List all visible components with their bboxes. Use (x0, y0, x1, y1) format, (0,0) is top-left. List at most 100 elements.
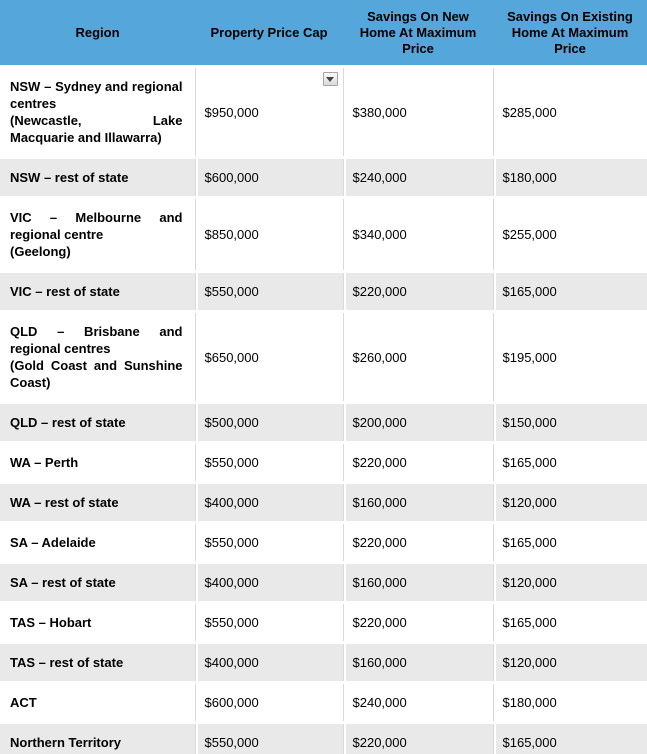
header-row: Region Property Price Cap Savings On New… (0, 0, 647, 67)
price-cap-cell: $400,000 (194, 481, 343, 523)
price-cap-cell: $400,000 (194, 561, 343, 603)
savings-new-value: $160,000 (352, 495, 407, 510)
column-header-region: Region (0, 0, 195, 67)
region-cell: NSW – rest of state (0, 156, 195, 198)
region-cell: WA – rest of state (0, 481, 195, 523)
region-label: VIC – rest of state (10, 284, 120, 299)
savings-existing-cell: $165,000 (492, 601, 647, 643)
region-cell: VIC – Melbourne and regional centre (Gee… (0, 196, 195, 272)
region-label: ACT (10, 695, 37, 710)
column-header-savings-existing: Savings On Existing Home At Maximum Pric… (493, 0, 647, 67)
savings-new-cell: $220,000 (342, 521, 493, 563)
savings-existing-value: $120,000 (502, 495, 557, 510)
price-cap-value: $550,000 (204, 615, 259, 630)
savings-new-value: $160,000 (352, 655, 407, 670)
savings-new-cell: $260,000 (342, 310, 493, 403)
region-label: SA – Adelaide (10, 535, 96, 550)
savings-existing-cell: $120,000 (492, 561, 647, 603)
savings-existing-value: $180,000 (502, 695, 557, 710)
price-cap-cell: $950,000 (194, 65, 343, 158)
savings-existing-value: $120,000 (502, 655, 557, 670)
region-label: QLD – rest of state (10, 415, 126, 430)
price-cap-cell: $550,000 (194, 441, 343, 483)
region-cell: SA – Adelaide (0, 521, 195, 563)
column-header-savings-new: Savings On New Home At Maximum Price (343, 0, 493, 67)
savings-new-value: $220,000 (352, 455, 407, 470)
savings-new-cell: $340,000 (342, 196, 493, 272)
table-row: TAS – Hobart $550,000 $220,000 $165,000 (0, 601, 647, 643)
savings-new-cell: $200,000 (342, 401, 493, 443)
table-body: NSW – Sydney and regional centres (Newca… (0, 65, 647, 754)
table-row: NSW – Sydney and regional centres (Newca… (0, 65, 647, 158)
savings-existing-cell: $165,000 (492, 521, 647, 563)
region-cell: NSW – Sydney and regional centres (Newca… (0, 65, 195, 158)
table-row: TAS – rest of state $400,000 $160,000 $1… (0, 641, 647, 683)
table-row: ACT $600,000 $240,000 $180,000 (0, 681, 647, 723)
savings-new-cell: $220,000 (342, 441, 493, 483)
region-cell: SA – rest of state (0, 561, 195, 603)
savings-existing-value: $285,000 (502, 104, 557, 120)
region-cell: TAS – rest of state (0, 641, 195, 683)
savings-new-value: $220,000 (352, 284, 407, 299)
table-row: WA – Perth $550,000 $220,000 $165,000 (0, 441, 647, 483)
price-cap-value: $550,000 (204, 284, 259, 299)
region-label: TAS – Hobart (10, 615, 92, 630)
column-header-price-cap: Property Price Cap (195, 0, 343, 67)
dropdown-arrow-icon (326, 76, 334, 82)
region-cell: WA – Perth (0, 441, 195, 483)
price-cap-cell: $400,000 (194, 641, 343, 683)
region-label: NSW – rest of state (10, 170, 129, 185)
savings-new-value: $240,000 (352, 170, 407, 185)
price-cap-value: $550,000 (204, 455, 259, 470)
savings-new-value: $240,000 (352, 695, 407, 710)
savings-new-cell: $220,000 (342, 270, 493, 312)
region-label: QLD – Brisbane and regional centres (10, 324, 183, 356)
price-cap-cell: $550,000 (194, 721, 343, 754)
savings-existing-value: $120,000 (502, 575, 557, 590)
savings-new-value: $220,000 (352, 735, 407, 750)
price-cap-value: $400,000 (204, 655, 259, 670)
savings-existing-cell: $255,000 (492, 196, 647, 272)
savings-existing-value: $195,000 (502, 349, 557, 365)
price-cap-value: $600,000 (204, 170, 259, 185)
region-cell: TAS – Hobart (0, 601, 195, 643)
savings-new-value: $340,000 (352, 227, 407, 242)
savings-existing-value: $180,000 (502, 170, 557, 185)
region-note: (Newcastle, Lake Macquarie and Illawarra… (10, 113, 183, 145)
table-row: VIC – rest of state $550,000 $220,000 $1… (0, 270, 647, 312)
savings-existing-cell: $120,000 (492, 481, 647, 523)
price-cap-cell: $500,000 (194, 401, 343, 443)
savings-new-value: $260,000 (352, 349, 407, 365)
region-cell: ACT (0, 681, 195, 723)
savings-existing-value: $165,000 (502, 284, 557, 299)
savings-new-cell: $160,000 (342, 561, 493, 603)
savings-new-value: $220,000 (352, 615, 407, 630)
table-row: SA – rest of state $400,000 $160,000 $12… (0, 561, 647, 603)
region-label: WA – Perth (10, 455, 79, 470)
savings-existing-cell: $180,000 (492, 681, 647, 723)
savings-existing-value: $255,000 (502, 227, 557, 242)
price-cap-cell: $600,000 (194, 156, 343, 198)
filter-dropdown-button[interactable] (322, 72, 338, 86)
savings-new-value: $160,000 (352, 575, 407, 590)
region-label: TAS – rest of state (10, 655, 124, 670)
savings-new-cell: $240,000 (342, 156, 493, 198)
savings-existing-cell: $165,000 (492, 441, 647, 483)
savings-new-value: $380,000 (352, 104, 407, 120)
region-cell: QLD – Brisbane and regional centres (Gol… (0, 310, 195, 403)
savings-new-cell: $220,000 (342, 601, 493, 643)
savings-existing-value: $165,000 (502, 455, 557, 470)
price-cap-value: $400,000 (204, 575, 259, 590)
savings-existing-cell: $180,000 (492, 156, 647, 198)
price-cap-value: $500,000 (204, 415, 259, 430)
price-cap-cell: $600,000 (194, 681, 343, 723)
price-cap-cell: $550,000 (194, 521, 343, 563)
region-cell: Northern Territory (0, 721, 195, 754)
price-cap-value: $650,000 (204, 349, 259, 365)
region-note: (Gold Coast and Sunshine Coast) (10, 358, 183, 390)
table-row: QLD – rest of state $500,000 $200,000 $1… (0, 401, 647, 443)
savings-existing-value: $150,000 (502, 415, 557, 430)
savings-existing-value: $165,000 (502, 735, 557, 750)
savings-existing-value: $165,000 (502, 535, 557, 550)
